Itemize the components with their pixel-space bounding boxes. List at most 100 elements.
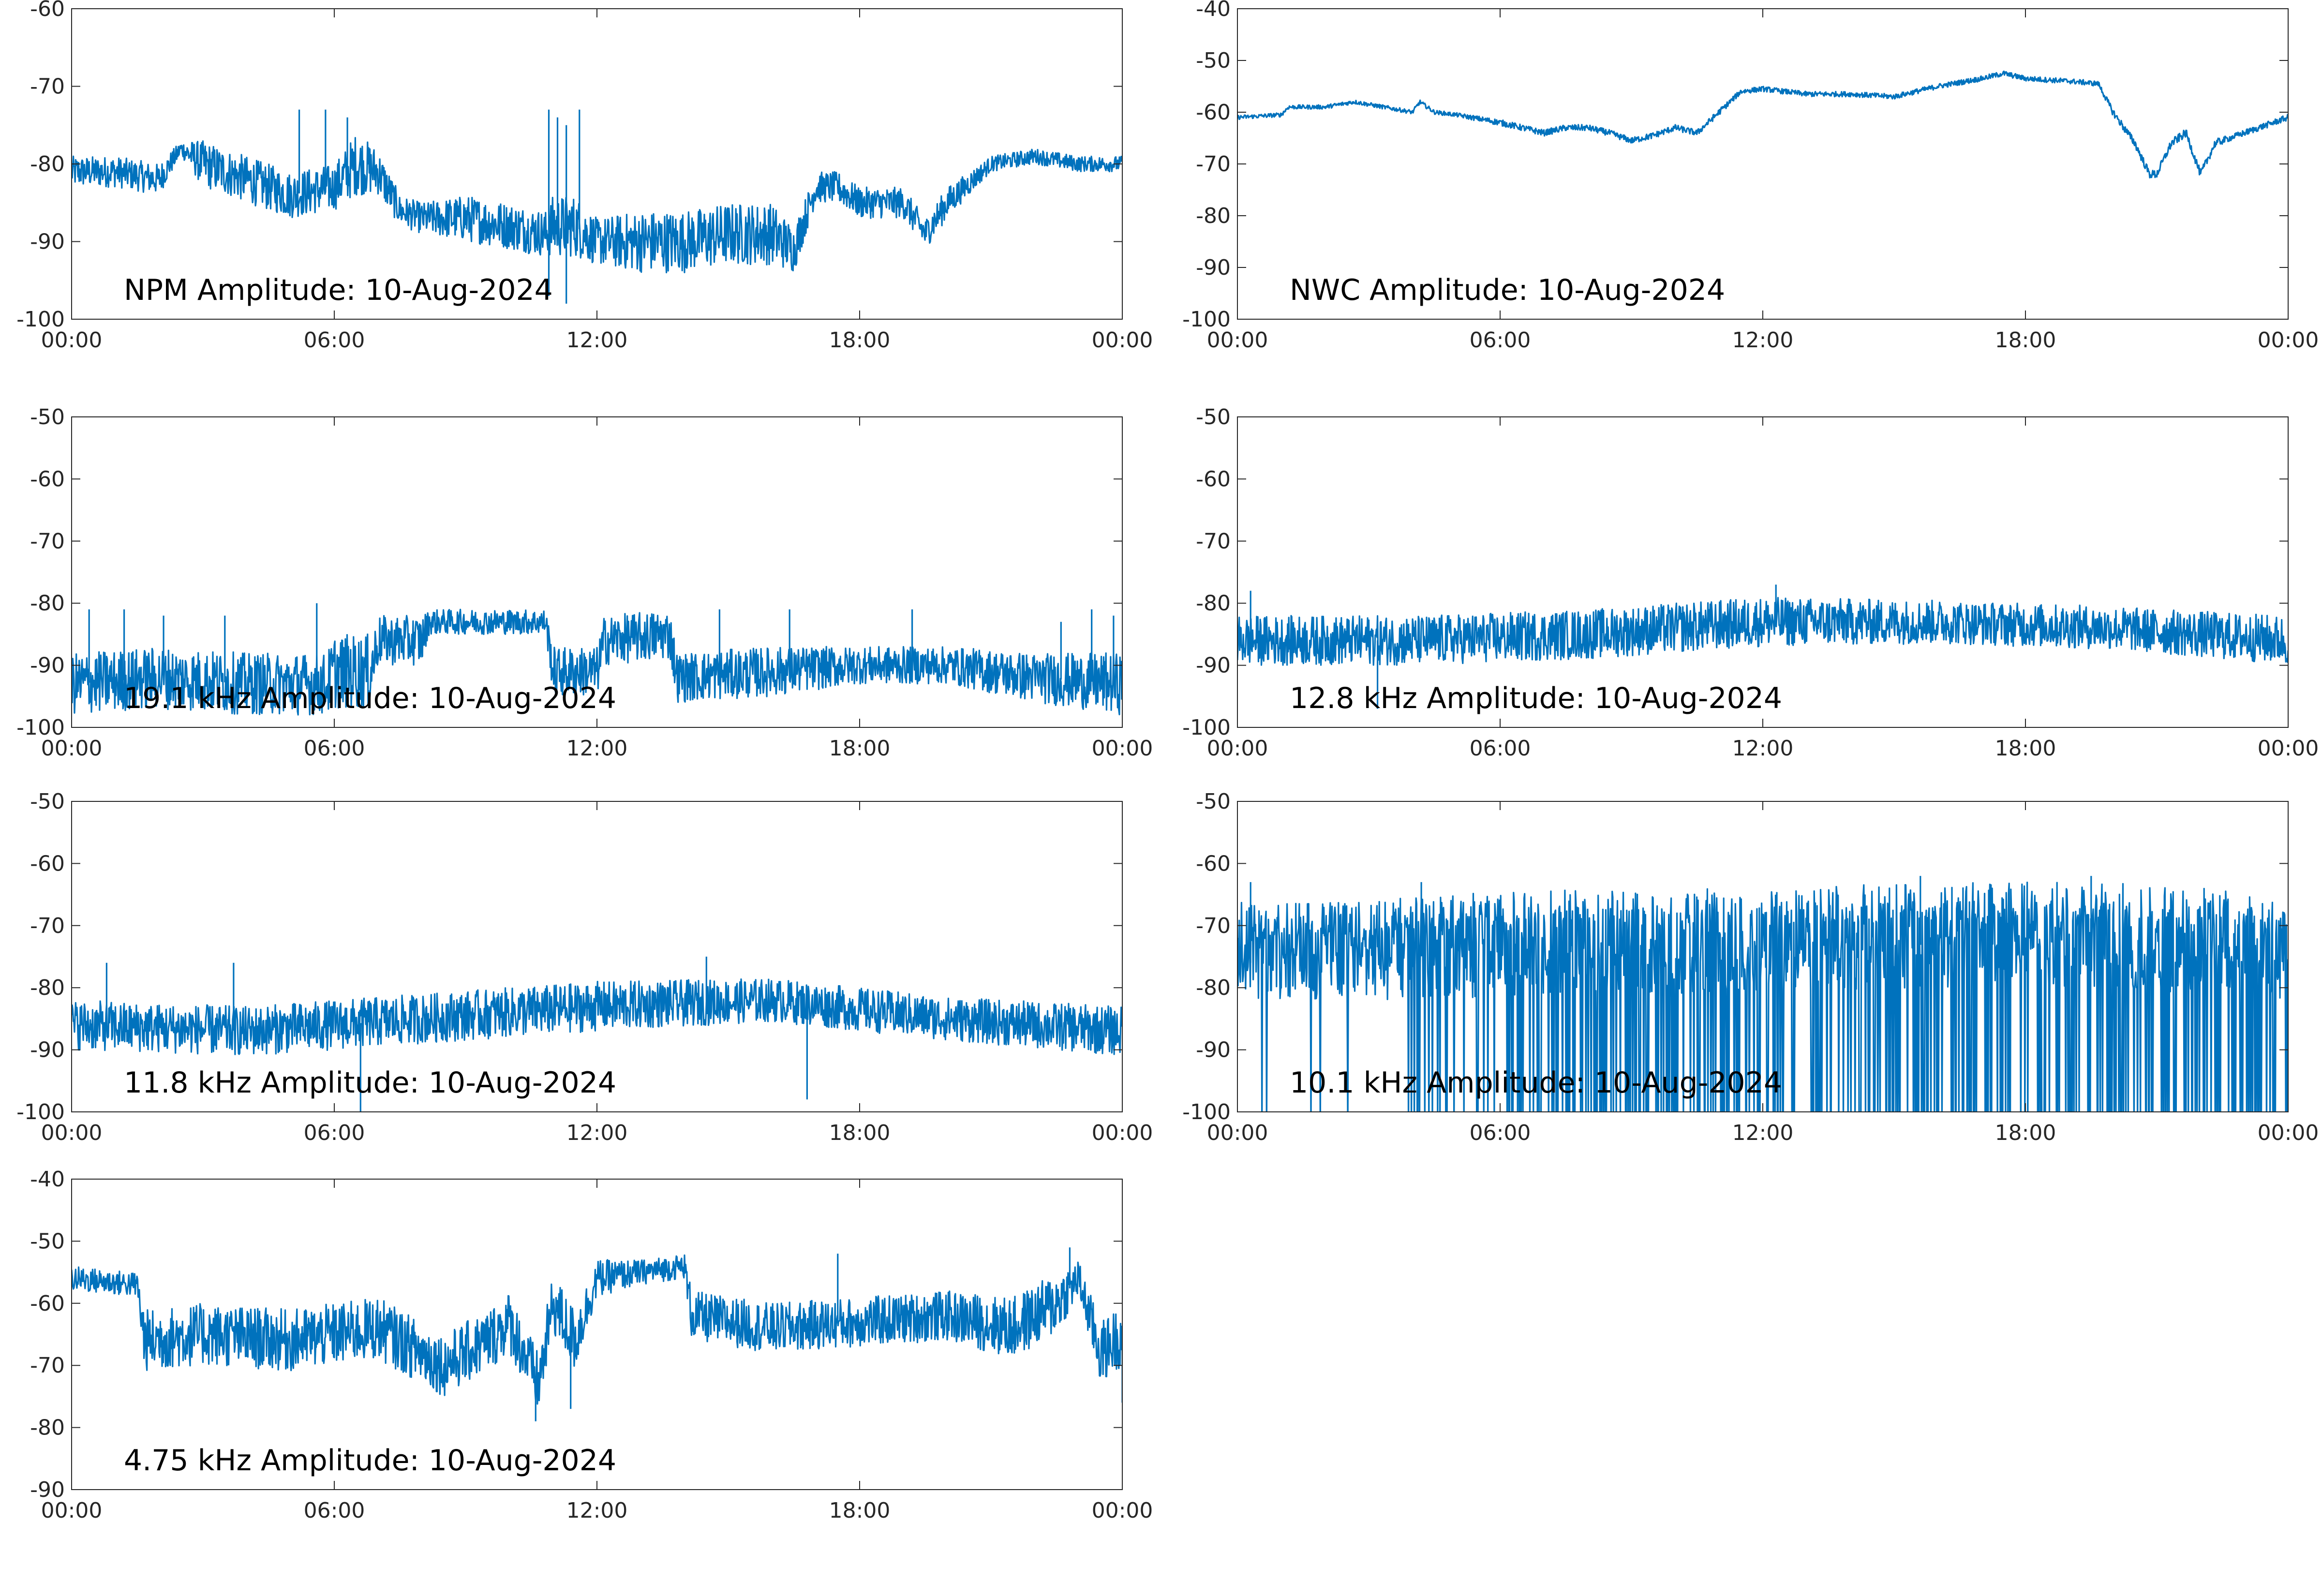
y-tick-label: -100 (1182, 1100, 1231, 1124)
y-tick-label: -100 (1182, 307, 1231, 332)
x-tick-label: 18:00 (1995, 736, 2056, 761)
x-tick-label: 18:00 (1995, 1121, 2056, 1145)
x-tick-label: 12:00 (1732, 328, 1794, 353)
x-tick-label: 00:00 (1092, 328, 1153, 353)
y-tick-label: -40 (30, 1167, 65, 1192)
x-tick-label: 18:00 (829, 1121, 891, 1145)
x-tick-label: 06:00 (304, 328, 365, 353)
chart-panel-6: -100 -90 -80 -70 -60 -50 00:00 06:00 12:00 18:00 0… (1182, 789, 2319, 1145)
y-tick-label: -80 (1196, 975, 1231, 1000)
x-tick-label: 00:00 (2258, 736, 2319, 761)
amplitude-trace (72, 1247, 1122, 1421)
y-tick-label: -90 (30, 1038, 65, 1063)
panel-title: NPM Amplitude: 10-Aug-2024 (124, 273, 553, 307)
y-tick-label: -70 (30, 1353, 65, 1378)
chart-panel-5: -100 -90 -80 -70 -60 -50 00:00 06:00 12:00 18:00 0… (16, 789, 1153, 1145)
panel-title: 10.1 kHz Amplitude: 10-Aug-2024 (1290, 1066, 1782, 1100)
amplitude-trace (72, 109, 1122, 304)
y-tick-label: -50 (30, 789, 65, 814)
y-tick-label: -80 (30, 591, 65, 616)
axes-box (71, 801, 1123, 1112)
x-tick-label: 06:00 (1470, 328, 1531, 353)
y-tick-label: -60 (30, 467, 65, 491)
y-tick-label: -60 (1196, 100, 1231, 125)
x-tick-label: 00:00 (41, 1498, 103, 1523)
chart-panel-3: -100 -90 -80 -70 -60 -50 00:00 06:00 12:00 18:00 0… (16, 405, 1153, 761)
y-tick-label: -70 (30, 74, 65, 99)
x-tick-label: 18:00 (829, 1498, 891, 1523)
y-tick-label: -80 (1196, 591, 1231, 616)
x-tick-label: 06:00 (1470, 736, 1531, 761)
y-tick-label: -50 (1196, 405, 1231, 429)
x-tick-label: 00:00 (1092, 1498, 1153, 1523)
x-tick-label: 18:00 (1995, 328, 2056, 353)
x-tick-label: 00:00 (2258, 1121, 2319, 1145)
chart-panel-7: -90 -80 -70 -60 -50 -40 00:00 06:00 12:00 18:00 00… (30, 1167, 1153, 1523)
y-tick-label: -100 (1182, 715, 1231, 740)
amplitude-trace (1237, 584, 2288, 709)
y-tick-label: -60 (30, 0, 65, 21)
x-tick-label: 12:00 (566, 1121, 628, 1145)
panel-title: NWC Amplitude: 10-Aug-2024 (1290, 273, 1725, 307)
y-tick-label: -90 (30, 230, 65, 254)
y-tick-label: -70 (1196, 914, 1231, 938)
x-tick-label: 12:00 (566, 1498, 628, 1523)
y-tick-label: -70 (1196, 529, 1231, 554)
amplitude-trace (1237, 70, 2288, 178)
x-tick-label: 06:00 (304, 1498, 365, 1523)
x-tick-label: 00:00 (1207, 328, 1268, 353)
y-tick-label: -70 (30, 529, 65, 554)
y-tick-label: -100 (16, 715, 65, 740)
y-tick-label: -60 (1196, 851, 1231, 876)
panel-title: 11.8 kHz Amplitude: 10-Aug-2024 (124, 1066, 616, 1100)
panel-title: 4.75 kHz Amplitude: 10-Aug-2024 (124, 1444, 616, 1478)
y-tick-label: -80 (30, 1416, 65, 1440)
x-tick-label: 00:00 (1207, 1121, 1268, 1145)
y-tick-label: -60 (30, 1291, 65, 1316)
y-tick-label: -90 (30, 653, 65, 678)
x-tick-label: 00:00 (1092, 1121, 1153, 1145)
y-tick-label: -90 (1196, 653, 1231, 678)
y-tick-label: -50 (1196, 789, 1231, 814)
y-tick-label: -90 (30, 1478, 65, 1502)
x-tick-label: 12:00 (1732, 736, 1794, 761)
y-tick-label: -70 (30, 914, 65, 938)
y-tick-label: -60 (1196, 467, 1231, 491)
amplitude-trace (72, 603, 1122, 716)
x-tick-label: 12:00 (566, 736, 628, 761)
x-tick-label: 06:00 (304, 1121, 365, 1145)
x-tick-label: 06:00 (1470, 1121, 1531, 1145)
panel-title: 12.8 kHz Amplitude: 10-Aug-2024 (1290, 681, 1782, 715)
x-tick-label: 00:00 (41, 736, 103, 761)
x-tick-label: 00:00 (41, 1121, 103, 1145)
y-tick-label: -50 (30, 405, 65, 429)
y-tick-label: -80 (30, 975, 65, 1000)
y-tick-label: -50 (30, 1229, 65, 1254)
y-tick-label: -60 (30, 851, 65, 876)
amplitude-trace (72, 957, 1122, 1112)
x-tick-label: 00:00 (41, 328, 103, 353)
x-tick-label: 00:00 (2258, 328, 2319, 353)
x-tick-label: 00:00 (1207, 736, 1268, 761)
x-tick-label: 06:00 (304, 736, 365, 761)
panel-title: 19.1 kHz Amplitude: 10-Aug-2024 (124, 681, 616, 715)
x-tick-label: 00:00 (1092, 736, 1153, 761)
axes-box (1237, 8, 2289, 320)
x-tick-label: 12:00 (566, 328, 628, 353)
x-tick-label: 18:00 (829, 328, 891, 353)
y-tick-label: -100 (16, 1100, 65, 1124)
y-tick-label: -100 (16, 307, 65, 332)
y-tick-label: -40 (1196, 0, 1231, 21)
x-tick-label: 12:00 (1732, 1121, 1794, 1145)
y-tick-label: -90 (1196, 255, 1231, 280)
y-tick-label: -90 (1196, 1038, 1231, 1063)
amplitude-trace (1237, 876, 2288, 1112)
chart-panel-2: -100 -90 -80 -70 -60 -50 -40 00:00 06:00 12:00 18:… (1182, 0, 2319, 353)
chart-panel-4: -100 -90 -80 -70 -60 -50 00:00 06:00 12:00 18:00 0… (1182, 405, 2319, 761)
chart-panel-1: -100 -90 -80 -70 -60 00:00 06:00 12:00 18:00 00:0… (16, 0, 1153, 353)
y-tick-label: -50 (1196, 48, 1231, 73)
y-tick-label: -80 (30, 152, 65, 177)
x-tick-label: 18:00 (829, 736, 891, 761)
axes-box (1237, 416, 2289, 728)
